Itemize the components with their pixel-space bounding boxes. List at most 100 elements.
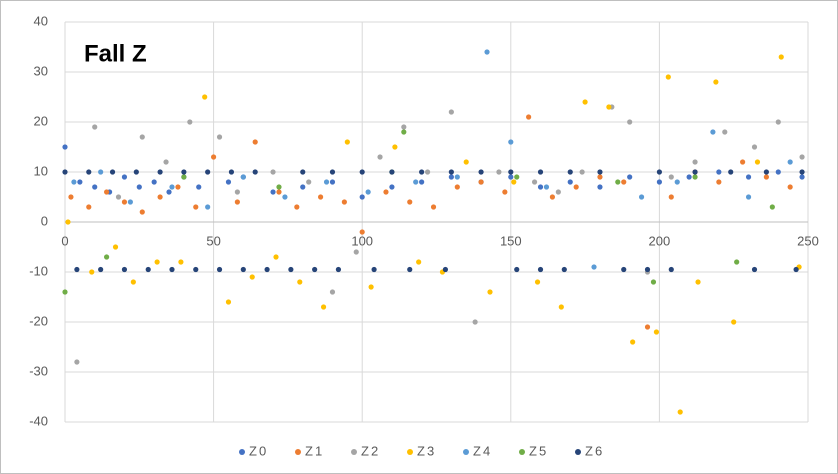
point: [234, 199, 240, 205]
point: [472, 319, 478, 325]
point: [169, 266, 175, 273]
point: [665, 74, 671, 80]
point: [728, 169, 734, 175]
point: [627, 119, 633, 125]
point: [597, 174, 603, 180]
point: [722, 129, 728, 135]
legend-marker: [239, 449, 245, 455]
point: [383, 189, 389, 195]
point: [621, 266, 627, 273]
point: [86, 204, 92, 210]
point: [89, 269, 95, 275]
point: [273, 254, 279, 260]
x-tick-label: 50: [206, 233, 220, 248]
point: [514, 266, 520, 273]
y-tick-label: -10: [29, 263, 48, 278]
point: [300, 169, 306, 175]
point: [407, 199, 413, 205]
point: [202, 94, 208, 100]
point: [695, 279, 701, 285]
point: [567, 169, 573, 175]
point: [121, 174, 128, 180]
point: [677, 409, 683, 415]
point: [312, 266, 318, 273]
point: [419, 179, 425, 185]
point: [335, 266, 342, 273]
point: [74, 359, 80, 365]
point: [573, 184, 579, 190]
point: [419, 169, 425, 175]
point: [591, 264, 597, 270]
legend-marker: [519, 449, 525, 455]
point: [531, 179, 538, 185]
point: [627, 174, 633, 180]
point: [454, 174, 460, 180]
point: [65, 219, 71, 225]
point: [341, 199, 347, 205]
point: [344, 139, 350, 145]
point: [276, 184, 282, 190]
point: [416, 259, 422, 265]
point: [178, 259, 184, 265]
point: [793, 266, 799, 273]
point: [389, 169, 395, 175]
point: [558, 304, 564, 310]
point: [145, 266, 151, 273]
point: [502, 189, 508, 195]
point: [175, 184, 181, 190]
x-tick-label: 200: [649, 233, 671, 248]
x-tick-label: 150: [500, 233, 522, 248]
point: [276, 189, 282, 195]
point: [630, 339, 636, 345]
point: [401, 124, 407, 130]
point: [448, 109, 454, 115]
point: [508, 174, 514, 180]
point: [353, 249, 359, 255]
point: [686, 174, 692, 180]
x-tick-label: 250: [797, 233, 819, 248]
point: [674, 179, 680, 185]
point: [139, 134, 145, 140]
point: [193, 266, 199, 273]
point: [407, 266, 413, 273]
point: [264, 266, 270, 273]
point: [567, 179, 573, 185]
point: [297, 279, 303, 285]
point: [448, 169, 454, 175]
point: [323, 179, 330, 185]
point: [775, 119, 781, 125]
point: [731, 319, 737, 325]
point: [751, 144, 758, 150]
point: [62, 289, 68, 295]
point: [320, 304, 327, 310]
point: [92, 184, 98, 190]
point: [799, 174, 805, 180]
point: [543, 184, 550, 190]
point: [288, 266, 294, 273]
point: [579, 169, 585, 175]
point: [656, 179, 663, 185]
point: [537, 266, 544, 273]
point: [252, 169, 258, 175]
point: [454, 184, 460, 190]
y-tick-label: -40: [29, 413, 48, 428]
point: [496, 169, 502, 175]
point: [163, 159, 169, 165]
points: [62, 49, 805, 415]
point: [763, 174, 769, 180]
point: [799, 154, 805, 160]
point: [157, 194, 163, 200]
point: [668, 194, 674, 200]
point: [751, 266, 758, 273]
point: [537, 169, 544, 175]
point: [86, 169, 92, 175]
point: [754, 159, 761, 165]
point: [282, 194, 288, 200]
point: [300, 184, 306, 190]
point: [71, 179, 77, 185]
y-tick-label: 10: [34, 163, 48, 178]
legend-label: Z2: [361, 443, 380, 458]
point: [98, 169, 104, 175]
